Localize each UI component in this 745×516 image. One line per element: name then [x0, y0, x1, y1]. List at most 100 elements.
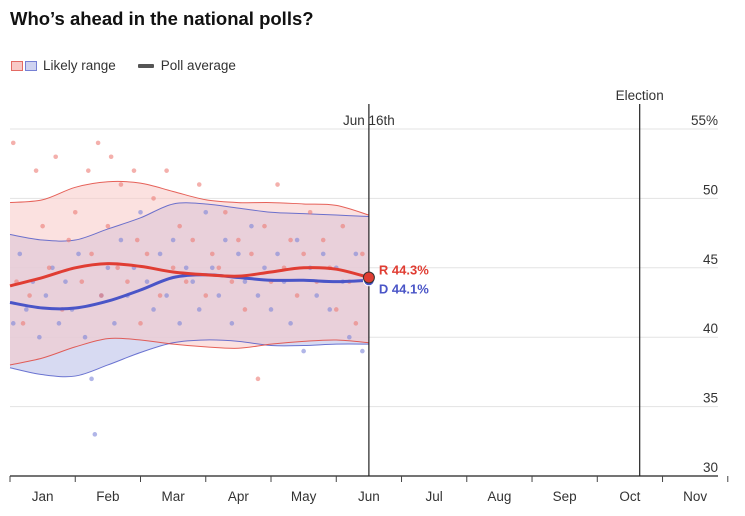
- democrat-poll-point: [157, 251, 163, 257]
- x-tick-label: Sep: [553, 489, 577, 504]
- republican-poll-point: [196, 182, 202, 187]
- democrat-poll-point: [105, 265, 111, 271]
- democrat-poll-point: [177, 321, 182, 326]
- democrat-poll-point: [50, 265, 55, 271]
- republican-poll-point: [105, 223, 111, 229]
- democrat-poll-point: [268, 307, 274, 312]
- democrat-poll-point: [327, 307, 333, 312]
- democrat-poll-point: [17, 251, 23, 257]
- republican-poll-point: [249, 251, 254, 257]
- today-marker-label: Jun 16th: [343, 113, 395, 128]
- republican-poll-point: [294, 293, 300, 298]
- republican-poll-point: [95, 140, 101, 146]
- republican-range-lower-edge: [9, 337, 369, 366]
- republican-poll-point: [301, 251, 306, 257]
- democrat-poll-point: [37, 334, 42, 340]
- y-tick-label: 55%: [691, 113, 718, 128]
- x-tick-label: Jul: [426, 489, 443, 504]
- democrat-poll-point: [183, 265, 189, 271]
- democrat-poll-point: [255, 293, 261, 298]
- democrat-poll-point: [92, 432, 98, 437]
- democrat-poll-point: [203, 209, 209, 215]
- democrat-average-line: [9, 273, 369, 311]
- republican-poll-point: [353, 321, 359, 326]
- democrat-poll-point: [301, 348, 306, 354]
- democrat-poll-point: [223, 237, 228, 243]
- election-marker-label: Election: [616, 88, 664, 103]
- republican-poll-point: [216, 265, 222, 271]
- republican-poll-point: [170, 265, 176, 271]
- republican-poll-point: [27, 293, 32, 298]
- republican-poll-point: [144, 251, 150, 257]
- democrat-poll-point: [320, 251, 326, 257]
- x-tick-label: Oct: [619, 489, 640, 504]
- x-tick-label: Jun: [358, 489, 380, 504]
- republican-poll-point: [99, 293, 104, 298]
- republican-poll-point: [307, 209, 313, 215]
- republican-average-line: [9, 262, 370, 288]
- democrat-poll-point: [76, 251, 81, 257]
- democrat-poll-point: [10, 321, 16, 326]
- democrat-range-lower-edge: [9, 339, 369, 378]
- democrat-poll-point: [353, 251, 359, 257]
- republican-poll-point: [151, 196, 156, 201]
- democrat-poll-point: [190, 279, 196, 284]
- democrat-poll-point: [82, 334, 88, 340]
- democrat-poll-point: [275, 251, 280, 257]
- republican-poll-point: [134, 237, 140, 243]
- y-tick-label: 50: [703, 182, 718, 197]
- republican-poll-point: [320, 237, 326, 243]
- legend: Likely range Poll average: [11, 58, 236, 73]
- democrat-poll-point: [216, 293, 222, 298]
- y-tick-label: 40: [703, 321, 718, 336]
- democrat-poll-point: [262, 265, 267, 271]
- democrat-poll-point: [347, 334, 352, 340]
- x-tick-label: Aug: [487, 489, 511, 504]
- republican-poll-point: [203, 293, 209, 298]
- y-tick-label: 35: [703, 391, 718, 406]
- y-tick-label: 45: [703, 252, 718, 267]
- republican-poll-point: [131, 168, 137, 173]
- republican-poll-point: [255, 376, 261, 382]
- x-tick-label: May: [291, 489, 317, 504]
- democrat-poll-point: [89, 376, 94, 382]
- legend-average-label: Poll average: [160, 58, 236, 73]
- x-tick-label: Feb: [96, 489, 119, 504]
- republican-poll-point: [115, 265, 120, 271]
- republican-end-label: R 44.3%: [379, 263, 429, 278]
- republican-poll-point: [190, 237, 196, 243]
- republican-poll-point: [66, 237, 72, 243]
- democrat-poll-point: [229, 321, 235, 326]
- republican-poll-point: [108, 154, 114, 160]
- republican-poll-point: [333, 307, 339, 312]
- republican-poll-point: [360, 251, 365, 257]
- republican-poll-point: [164, 168, 169, 173]
- republican-poll-point: [10, 140, 16, 146]
- x-tick-label: Jan: [32, 489, 54, 504]
- republican-poll-point: [20, 321, 26, 326]
- democrat-poll-point: [249, 223, 254, 229]
- legend-swatch-democrat-range: [25, 60, 37, 71]
- x-tick-label: Mar: [162, 489, 186, 504]
- republican-poll-point: [40, 223, 45, 229]
- republican-range-upper-edge: [9, 180, 370, 216]
- republican-poll-point: [125, 279, 130, 284]
- democrat-poll-point: [196, 307, 202, 312]
- republican-poll-point: [46, 265, 52, 271]
- republican-poll-point: [340, 223, 346, 229]
- republican-poll-point: [236, 237, 241, 243]
- legend-range-label: Likely range: [43, 58, 116, 73]
- y-tick-label: 30: [703, 460, 718, 475]
- democrat-poll-point: [242, 279, 248, 284]
- democrat-poll-point: [24, 307, 29, 312]
- republican-poll-point: [79, 279, 85, 284]
- republican-poll-point: [223, 209, 228, 215]
- democrat-poll-point: [56, 321, 62, 326]
- republican-poll-point: [209, 251, 215, 257]
- democrat-poll-point: [288, 321, 293, 326]
- democrat-poll-point: [164, 293, 169, 298]
- legend-swatch-republican-range: [11, 60, 23, 71]
- republican-poll-point: [183, 279, 189, 284]
- democrat-poll-point: [138, 209, 143, 215]
